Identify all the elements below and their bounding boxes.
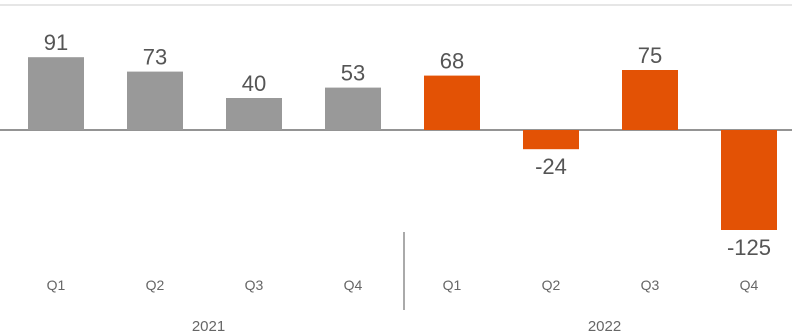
data-label-7: 75 [638, 43, 662, 68]
bar-4 [325, 87, 381, 130]
bar-1 [28, 57, 84, 131]
value-labels-layer: 91 73 40 53 68 -24 75 -125 [44, 30, 771, 260]
year-labels-layer: 2021 2022 [192, 318, 621, 335]
x-tick-label-7: Q3 [641, 277, 660, 293]
bar-5 [424, 75, 480, 130]
x-tick-label-4: Q4 [344, 277, 363, 293]
x-tick-label-2: Q2 [146, 277, 165, 293]
x-tick-label-6: Q2 [542, 277, 561, 293]
bar-2 [127, 71, 183, 130]
bar-3 [226, 98, 282, 130]
data-label-2: 73 [143, 45, 167, 70]
data-label-5: 68 [440, 49, 464, 74]
bars-layer [28, 57, 777, 230]
bar-6 [523, 130, 579, 150]
data-label-8: -125 [727, 235, 771, 260]
x-tick-label-5: Q1 [443, 277, 462, 293]
year-label-2022: 2022 [588, 318, 621, 335]
x-tick-label-8: Q4 [740, 277, 759, 293]
data-label-6: -24 [535, 154, 567, 179]
bar-7 [622, 70, 678, 130]
x-tick-label-3: Q3 [245, 277, 264, 293]
x-tick-labels-layer: Q1 Q2 Q3 Q4 Q1 Q2 Q3 Q4 [47, 277, 759, 293]
year-label-2021: 2021 [192, 318, 225, 335]
bar-8 [721, 130, 777, 230]
data-label-1: 91 [44, 30, 68, 55]
x-tick-label-1: Q1 [47, 277, 66, 293]
data-label-4: 53 [341, 61, 365, 86]
data-label-3: 40 [242, 71, 266, 96]
